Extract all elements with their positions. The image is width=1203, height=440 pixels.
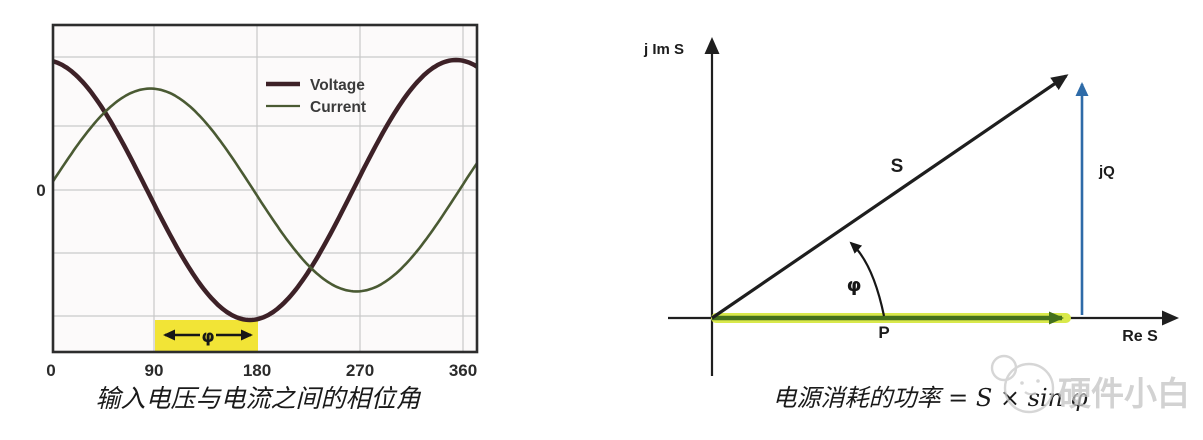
x-axis-tick-labels: 0 90 180 270 360 — [46, 361, 477, 380]
x-tick-180: 180 — [243, 361, 271, 380]
q-vector-label: jQ — [1098, 163, 1115, 180]
x-tick-270: 270 — [346, 361, 374, 380]
x-tick-90: 90 — [145, 361, 164, 380]
x-tick-360: 360 — [449, 361, 477, 380]
plot-border — [51, 23, 479, 354]
p-vector-label: P — [878, 323, 889, 342]
waveforms — [53, 57, 477, 323]
right-diagram-caption: 电源消耗的功率 = S × sin φ — [772, 384, 1087, 412]
s-vector-label: S — [891, 156, 904, 177]
legend-current-label: Current — [310, 99, 366, 116]
phi-angle-label: φ — [847, 274, 862, 296]
x-tick-0: 0 — [46, 361, 55, 380]
plot-background — [53, 25, 477, 352]
s-vector — [711, 74, 1069, 320]
phi-angle-arc — [849, 241, 886, 317]
logo-small-circle — [990, 354, 1018, 382]
phase-angle-label: φ — [201, 327, 214, 347]
left-chart-caption: 输入电压与电流之间的相位角 — [95, 384, 421, 413]
voltage-curve — [53, 57, 477, 323]
watermark-text: 硬件小白 — [1058, 374, 1190, 413]
power-vector-diagram: j Im S Re S S jQ P φ 电源消耗的功率 = S × sin φ… — [643, 37, 1190, 414]
logo-eye-left — [1020, 381, 1024, 385]
current-curve — [53, 87, 477, 293]
phase-chart: φ 0 0 90 180 270 360 Voltage Current 输入电… — [36, 23, 479, 413]
legend-voltage-label: Voltage — [310, 77, 365, 94]
y-axis-zero-label: 0 — [36, 181, 45, 200]
phase-angle-marker: φ — [163, 327, 253, 347]
chart-legend: Voltage Current — [266, 77, 366, 116]
logo-eye-right — [1036, 379, 1040, 383]
logo-head-circle — [1003, 362, 1055, 414]
real-axis-label: Re S — [1122, 328, 1158, 345]
imaginary-axis-label: j Im S — [643, 41, 684, 58]
watermark: 硬件小白 — [990, 354, 1190, 414]
logo-beak — [1024, 391, 1037, 396]
chick-face-logo — [990, 354, 1055, 414]
